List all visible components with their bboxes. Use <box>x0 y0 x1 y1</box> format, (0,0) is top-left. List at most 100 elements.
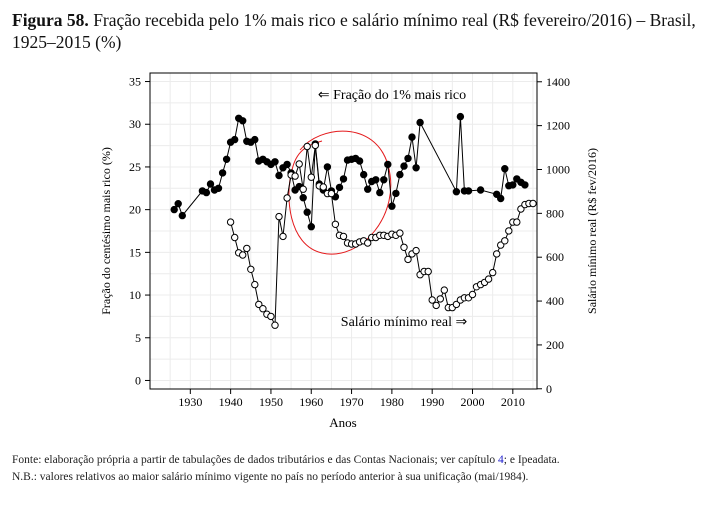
labels: Anos Fração do centésimo mais rico (%) S… <box>99 88 599 430</box>
min-wage-point <box>259 305 267 313</box>
y-axis-left-label: Fração do centésimo mais rico (%) <box>99 147 113 315</box>
top-share-point <box>299 194 307 202</box>
top-share-point <box>464 187 473 195</box>
min-wage-point <box>303 142 311 151</box>
grid <box>150 73 537 389</box>
min-wage-point <box>295 160 303 168</box>
min-wage-point <box>493 250 501 258</box>
top-share-point <box>521 181 529 189</box>
min-wage-point <box>283 194 291 202</box>
top-share-point <box>239 117 247 125</box>
top-share-point <box>404 154 412 163</box>
y-right-tick-label: 600 <box>546 250 564 264</box>
x-tick-label: 2000 <box>461 395 485 409</box>
min-wage-point <box>243 244 251 253</box>
y-left-tick-label: 25 <box>129 160 141 174</box>
top-share-point <box>283 160 291 169</box>
min-wage-point <box>319 183 327 191</box>
top-share-point <box>174 200 182 208</box>
top-share-point <box>360 170 368 179</box>
y-left-tick-label: 0 <box>135 373 141 387</box>
min-wage-point <box>279 232 287 241</box>
top-share-point <box>307 223 315 231</box>
plot-frame <box>149 72 538 390</box>
x-tick-label: 2010 <box>501 395 525 409</box>
min-wage-point <box>412 246 420 255</box>
min-wage-point <box>307 173 315 181</box>
top-share-point <box>303 208 311 216</box>
top-share-point <box>400 162 408 170</box>
top-share-point <box>218 169 227 177</box>
top-share-point <box>275 171 283 180</box>
chapter-link[interactable]: 4 <box>498 454 504 466</box>
top-share-point <box>392 189 400 198</box>
y-left-tick-label: 35 <box>129 75 141 89</box>
x-tick-label: 1970 <box>340 395 364 409</box>
top-share-point <box>408 133 416 141</box>
top-share-point <box>372 176 380 184</box>
min-wage-point <box>468 290 477 299</box>
min-wage-point <box>501 237 509 245</box>
top-share-point <box>202 188 211 197</box>
top-share-point <box>170 205 178 214</box>
figure-title: Figura 58. Fração recebida pelo 1% mais … <box>12 9 697 53</box>
nb-note: N.B.: valores relativos ao maior salário… <box>12 471 529 483</box>
min-wage-point <box>400 243 408 252</box>
min-wage-point <box>440 286 448 294</box>
min-wage-point <box>364 239 372 247</box>
top-share-point <box>335 183 344 192</box>
min-wage-point <box>271 321 279 329</box>
series-points <box>170 112 537 329</box>
x-tick-label: 1980 <box>380 395 404 409</box>
footer: Fonte: elaboração própria a partir de ta… <box>12 453 697 487</box>
min-wage-point <box>247 265 255 273</box>
y-right-tick-label: 1000 <box>546 162 570 176</box>
min-wage-point <box>505 227 513 235</box>
y-left-tick-label: 5 <box>135 331 141 345</box>
min-wage-point <box>267 312 275 321</box>
top-share-point <box>509 181 517 189</box>
chart: 1930 1940 1950 1960 1970 1980 1990 2000 20100510… <box>99 72 599 430</box>
x-tick-label: 1950 <box>259 395 283 409</box>
x-tick-label: 1930 <box>178 395 202 409</box>
top-share-point <box>476 186 485 194</box>
source-note: Fonte: elaboração própria a partir de ta… <box>12 454 560 466</box>
top-share-point <box>396 170 404 179</box>
top-share-point <box>323 163 332 171</box>
min-wage-point <box>251 280 259 289</box>
min-wage-point <box>311 141 319 150</box>
y-right-tick-label: 200 <box>546 338 564 352</box>
min-wage-point <box>404 255 412 264</box>
top-share-point <box>251 135 259 144</box>
figure-title-text: Fração recebida pelo 1% mais rico e salá… <box>12 10 696 52</box>
top-share-point <box>380 176 388 184</box>
min-wage-point <box>432 301 440 310</box>
top-share-point <box>364 185 372 193</box>
top-share-point <box>231 135 239 144</box>
min-wage-point <box>436 295 444 303</box>
min-wage-point <box>291 172 299 180</box>
min-wage-point <box>339 232 348 241</box>
y-right-tick-label: 1400 <box>546 75 570 89</box>
min-wage-point <box>428 296 436 304</box>
min-wage-point <box>275 212 283 221</box>
min-wage-point <box>513 218 521 226</box>
annotation-top-share: ⇐ Fração do 1% mais rico <box>318 88 466 103</box>
top-share-point <box>452 188 461 196</box>
top-share-point <box>271 158 279 166</box>
top-share-point <box>222 155 231 164</box>
annotation-min-wage: Salário mínimo real ⇒ <box>341 315 468 330</box>
x-axis-label: Anos <box>329 415 356 430</box>
top-share-point <box>376 188 384 197</box>
y-right-tick-label: 400 <box>546 294 564 308</box>
min-wage-point <box>226 218 235 226</box>
y-left-tick-label: 20 <box>129 203 141 217</box>
y-left-tick-label: 10 <box>129 288 141 302</box>
min-wage-point <box>331 220 340 229</box>
top-share-point <box>384 160 392 169</box>
top-share-point <box>416 118 424 127</box>
min-wage-point <box>529 199 537 208</box>
top-share-point <box>355 157 364 165</box>
top-share-point <box>501 165 509 173</box>
y-right-tick-label: 0 <box>546 382 552 396</box>
